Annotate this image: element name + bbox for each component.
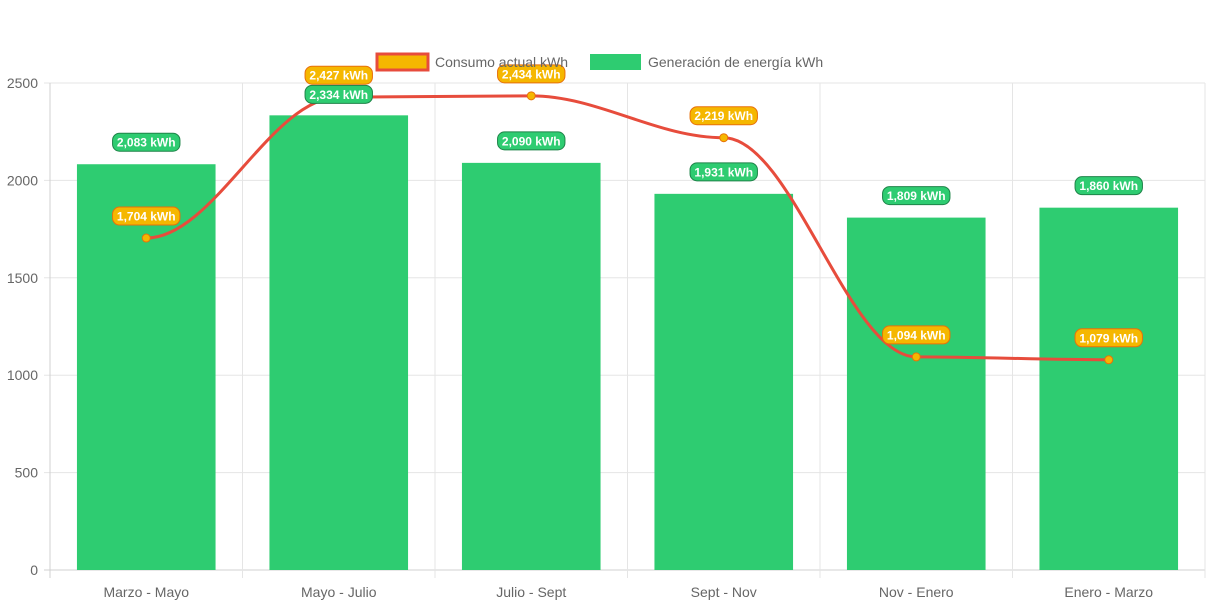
legend: Consumo actual kWh Generación de energía… [375, 52, 823, 72]
point-consumo[interactable] [1104, 355, 1114, 365]
bar-generacion[interactable] [654, 193, 794, 571]
legend-swatch-consumo [375, 52, 430, 72]
data-label-consumo-bg [112, 206, 181, 226]
legend-label-generacion: Generación de energía kWh [648, 54, 823, 70]
data-label-generacion-bg [1074, 176, 1143, 196]
data-label-consumo-bg [689, 106, 758, 126]
data-label-consumo-bg [497, 64, 566, 84]
line-series [141, 91, 1114, 365]
data-label-generacion-bg [689, 162, 758, 182]
data-label-generacion: 2,334 kWh [304, 84, 373, 104]
x-tick-label: Marzo - Mayo [103, 584, 189, 600]
bars [76, 115, 1179, 571]
data-label-consumo-text: 2,434 kWh [502, 67, 561, 81]
data-label-generacion-text: 1,809 kWh [887, 189, 946, 203]
legend-label-consumo: Consumo actual kWh [435, 54, 568, 70]
data-labels: 2,083 kWh 2,334 kWh 2,090 kWh 1,931 kWh 1,80… [112, 64, 1143, 348]
data-label-consumo-text: 2,219 kWh [694, 109, 753, 123]
x-tick-label: Nov - Enero [879, 584, 954, 600]
point-consumo[interactable] [719, 133, 729, 143]
legend-item-consumo[interactable]: Consumo actual kWh [375, 52, 568, 72]
data-label-generacion-text: 2,083 kWh [117, 136, 176, 150]
data-label-consumo-text: 1,704 kWh [117, 210, 176, 224]
data-label-generacion-bg [497, 131, 566, 151]
data-label-consumo: 2,219 kWh [689, 106, 758, 126]
point-consumo[interactable] [526, 91, 536, 101]
data-label-generacion-text: 2,334 kWh [309, 88, 368, 102]
data-label-generacion-text: 1,860 kWh [1079, 179, 1138, 193]
y-tick-label: 2000 [7, 172, 38, 188]
bar-generacion[interactable] [269, 115, 409, 571]
data-label-generacion-text: 1,931 kWh [694, 165, 753, 179]
y-tick-label: 2500 [7, 75, 38, 91]
data-label-consumo-text: 2,427 kWh [309, 69, 368, 83]
y-tick-label: 1000 [7, 367, 38, 383]
x-tick-label: Julio - Sept [496, 584, 566, 600]
y-tick-label: 1500 [7, 270, 38, 286]
data-label-generacion: 1,860 kWh [1074, 176, 1143, 196]
x-tick-label: Mayo - Julio [301, 584, 377, 600]
data-label-generacion: 1,931 kWh [689, 162, 758, 182]
data-label-generacion-bg [112, 132, 181, 152]
data-label-consumo: 2,434 kWh [497, 64, 566, 84]
x-tick-label: Enero - Marzo [1064, 584, 1153, 600]
data-label-generacion-bg [304, 84, 373, 104]
y-tick-label: 0 [30, 562, 38, 578]
grid [44, 82, 1206, 578]
bar-generacion[interactable] [461, 162, 601, 571]
data-label-consumo: 1,094 kWh [882, 325, 951, 345]
data-label-consumo-text: 1,094 kWh [887, 328, 946, 342]
data-label-generacion-bg [882, 186, 951, 206]
point-consumo[interactable] [911, 352, 921, 362]
data-label-generacion-text: 2,090 kWh [502, 134, 561, 148]
data-label-consumo-bg [304, 65, 373, 85]
data-label-generacion: 2,090 kWh [497, 131, 566, 151]
data-label-consumo-text: 1,079 kWh [1079, 331, 1138, 345]
bar-generacion[interactable] [846, 217, 986, 570]
data-label-consumo-bg [1074, 328, 1143, 348]
x-tick-label: Sept - Nov [691, 584, 757, 600]
legend-item-generacion[interactable]: Generación de energía kWh [590, 54, 823, 70]
data-label-consumo: 2,427 kWh [304, 65, 373, 85]
bar-generacion[interactable] [76, 164, 216, 570]
data-label-generacion: 1,809 kWh [882, 186, 951, 206]
y-tick-label: 500 [15, 465, 39, 481]
point-consumo[interactable] [141, 233, 151, 243]
data-label-consumo: 1,079 kWh [1074, 328, 1143, 348]
bar-generacion[interactable] [1039, 207, 1179, 570]
data-label-consumo: 1,704 kWh [112, 206, 181, 226]
legend-swatch-generacion [590, 54, 641, 70]
data-label-generacion: 2,083 kWh [112, 132, 181, 152]
data-label-consumo-bg [882, 325, 951, 345]
axes: 0 500 1000 1500 2000 2500 Marzo - Mayo Mayo - J… [7, 75, 1153, 600]
